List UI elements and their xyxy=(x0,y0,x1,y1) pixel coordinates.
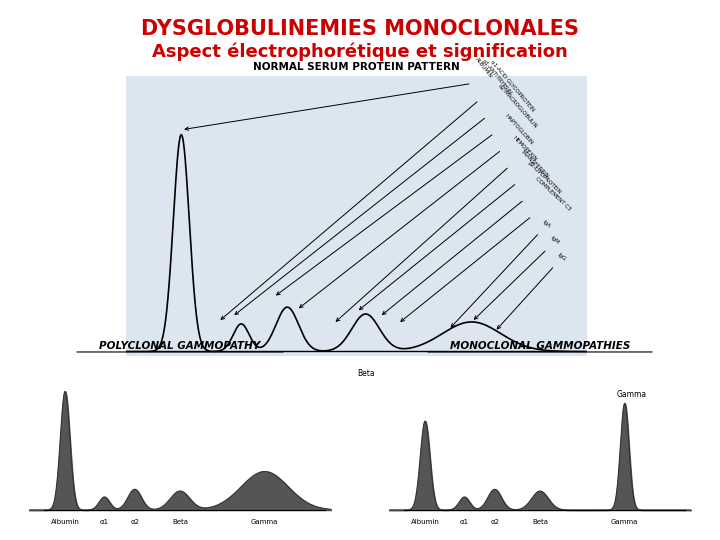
Text: IgM: IgM xyxy=(549,235,560,245)
Text: α1: α1 xyxy=(100,519,109,525)
Text: Albumin: Albumin xyxy=(166,369,197,378)
Text: Gamma: Gamma xyxy=(251,519,279,525)
Text: Alpha2: Alpha2 xyxy=(274,369,301,378)
Text: HAPTOGLOBIN: HAPTOGLOBIN xyxy=(504,113,534,146)
Text: COMPLEMENT C3: COMPLEMENT C3 xyxy=(534,177,572,212)
Text: Beta: Beta xyxy=(357,369,374,378)
Text: Gamma: Gamma xyxy=(617,390,647,400)
Text: Gamma: Gamma xyxy=(456,369,487,378)
Text: ALBUMIN: ALBUMIN xyxy=(474,57,493,79)
Text: Gamma: Gamma xyxy=(611,519,639,525)
Text: IgA: IgA xyxy=(541,219,552,228)
Text: POLYCLONAL GAMMOPATHY: POLYCLONAL GAMMOPATHY xyxy=(99,341,261,351)
Text: Alpha1: Alpha1 xyxy=(228,369,255,378)
Text: TRANSFERRIN: TRANSFERRIN xyxy=(519,148,549,179)
Text: α1-ACID GLYCOPROTEIN: α1-ACID GLYCOPROTEIN xyxy=(489,60,535,113)
Text: DYSGLOBULINEMIES MONOCLONALES: DYSGLOBULINEMIES MONOCLONALES xyxy=(141,19,579,39)
Text: Albumin: Albumin xyxy=(50,519,79,525)
Text: HEMOPEXIN: HEMOPEXIN xyxy=(512,136,538,163)
Text: α2-MACROGLOBULIN: α2-MACROGLOBULIN xyxy=(497,83,538,129)
Text: Albumin: Albumin xyxy=(410,519,439,525)
Text: IgG: IgG xyxy=(557,252,567,262)
Text: α2: α2 xyxy=(130,519,139,525)
Text: Aspect électrophorétique et signification: Aspect électrophorétique et significatio… xyxy=(152,42,568,60)
Title: NORMAL SERUM PROTEIN PATTERN: NORMAL SERUM PROTEIN PATTERN xyxy=(253,62,460,72)
Text: Beta: Beta xyxy=(532,519,548,525)
Text: α1-ANTITRYPSIN: α1-ANTITRYPSIN xyxy=(482,59,513,96)
Text: MONOCLONAL GAMMOPATHIES: MONOCLONAL GAMMOPATHIES xyxy=(450,341,630,351)
Text: Beta: Beta xyxy=(172,519,188,525)
Text: α1: α1 xyxy=(460,519,469,525)
Text: α2: α2 xyxy=(490,519,499,525)
Text: β2-LIPOPROTEIN: β2-LIPOPROTEIN xyxy=(527,161,562,195)
